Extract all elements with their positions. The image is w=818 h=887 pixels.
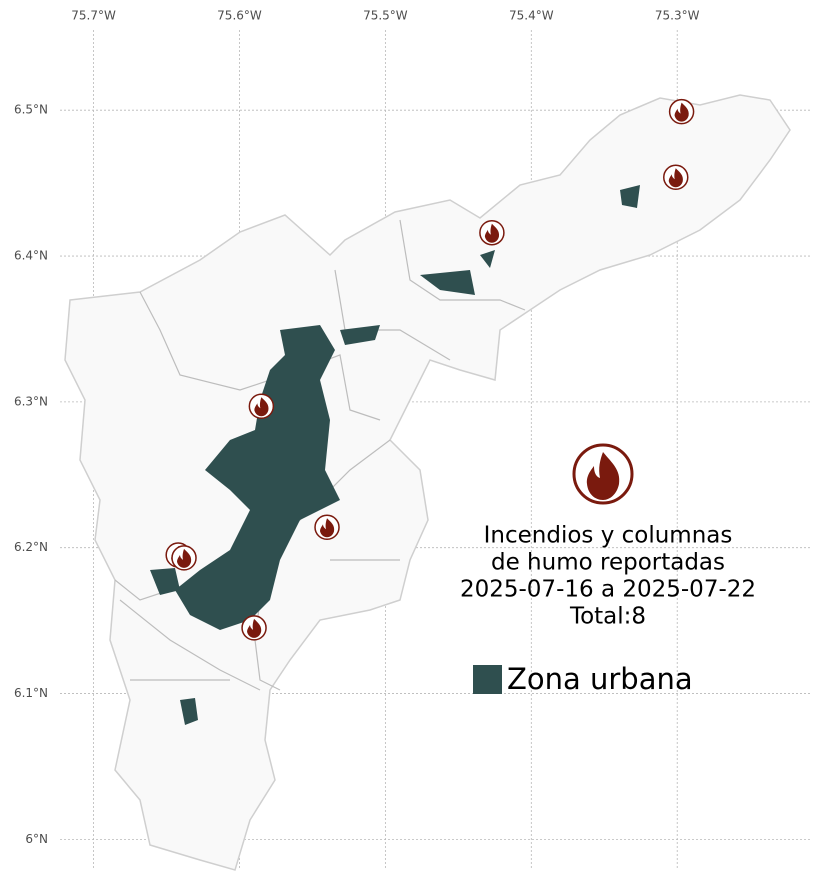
x-tick-label: 75.5°W	[363, 9, 408, 23]
x-tick-label: 75.7°W	[71, 9, 116, 23]
fire-marker	[314, 514, 340, 541]
legend-label: Zona urbana	[507, 662, 693, 696]
fire-marker	[248, 393, 275, 419]
fire-flame	[320, 518, 335, 538]
urban-zone	[175, 325, 340, 630]
fire-marker	[668, 98, 695, 125]
fire-marker	[241, 615, 267, 641]
region	[64, 94, 791, 871]
fire-flame	[177, 548, 192, 568]
fire-flame	[484, 223, 500, 243]
urban-zones	[150, 185, 640, 725]
x-tick-label: 75.6°W	[217, 9, 262, 23]
legend-title-line: 2025-07-16 a 2025-07-22	[460, 577, 756, 603]
fire-marker	[663, 164, 689, 191]
fire-marker	[479, 219, 505, 246]
x-tick-label: 75.4°W	[509, 9, 554, 23]
x-tick-label: 75.3°W	[655, 9, 700, 23]
y-tick-label: 6.3°N	[14, 394, 48, 408]
legend-key	[473, 665, 502, 694]
y-tick-label: 6°N	[25, 832, 48, 846]
fire-flame	[254, 397, 269, 417]
fire-marker	[171, 545, 197, 571]
region-outline	[64, 94, 791, 871]
y-tick-label: 6.1°N	[14, 686, 48, 700]
legend-icon	[572, 443, 634, 505]
y-tick-label: 6.5°N	[14, 103, 48, 117]
y-tick-label: 6.2°N	[14, 540, 48, 554]
fire-flame	[247, 618, 262, 638]
fires	[165, 98, 695, 641]
fire-flame	[674, 102, 689, 122]
y-tick-label: 6.4°N	[14, 249, 48, 263]
legend-title-line: de humo reportadas	[491, 550, 725, 576]
legend-title-line: Total:8	[569, 604, 646, 630]
fire-flame	[668, 168, 683, 188]
legend-title-line: Incendios y columnas	[484, 523, 733, 549]
